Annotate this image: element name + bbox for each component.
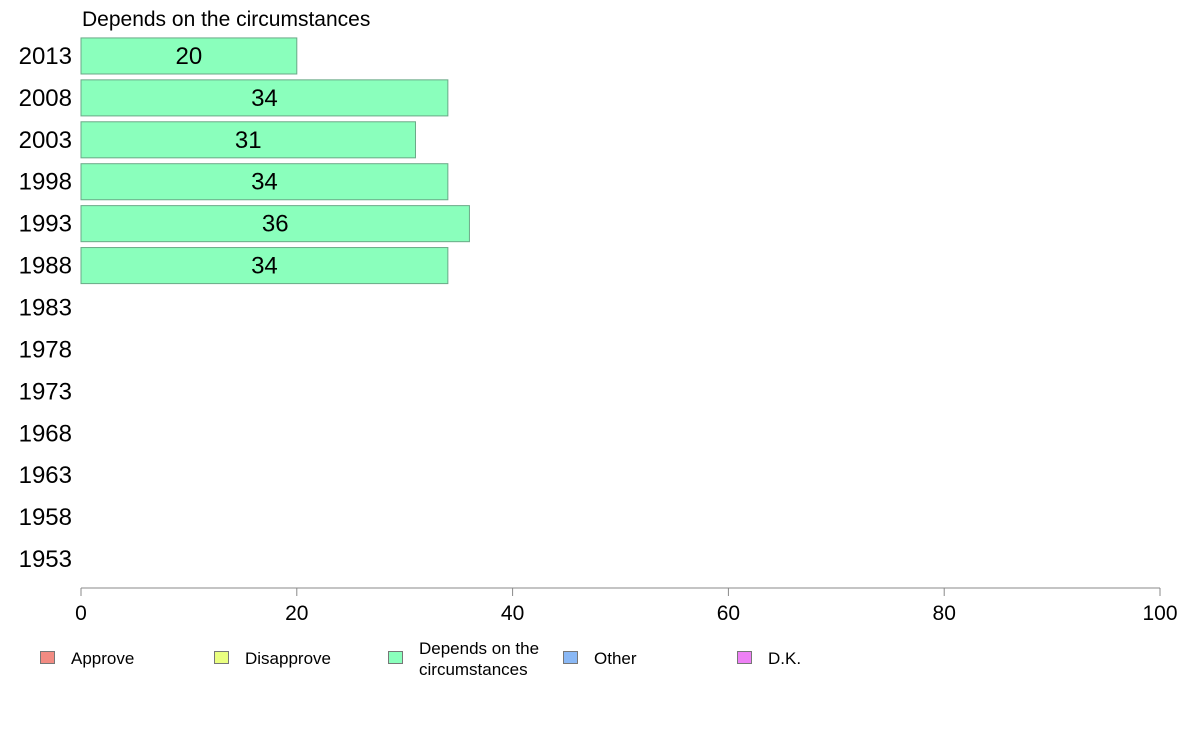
legend-label-dk: D.K. [768, 649, 802, 668]
bar-value-label-2008: 34 [251, 85, 278, 112]
legend-swatch-dk [737, 651, 752, 664]
bar-value-label-1993: 36 [262, 211, 289, 238]
legend-item-depends: Depends on the circumstances [388, 638, 559, 680]
bar-1988 [80, 247, 449, 285]
legend-item-other: Other [563, 638, 637, 669]
bar-1993 [80, 205, 470, 243]
y-tick-label-2013: 2013 [19, 43, 72, 70]
x-axis: 0 20 40 60 80 100 [75, 587, 1178, 625]
bar-2003 [80, 121, 416, 159]
bar-1998 [80, 163, 449, 201]
x-tick-label-20: 20 [285, 602, 308, 625]
y-tick-label-1983: 1983 [19, 295, 72, 322]
legend-swatch-approve [40, 651, 55, 664]
bar-2008 [80, 79, 449, 117]
y-tick-label-2003: 2003 [19, 127, 72, 154]
legend-swatch-depends [388, 651, 403, 664]
x-tick-label-60: 60 [717, 602, 740, 625]
bar-value-label-1998: 34 [251, 169, 278, 196]
legend-label-disapprove: Disapprove [245, 649, 331, 668]
legend-swatch-disapprove [214, 651, 229, 664]
y-tick-label-1973: 1973 [19, 378, 72, 405]
y-tick-label-1963: 1963 [19, 462, 72, 489]
x-tick-label-100: 100 [1142, 602, 1177, 625]
legend-swatch-other [563, 651, 578, 664]
y-tick-label-1993: 1993 [19, 211, 72, 238]
x-tick-label-80: 80 [933, 602, 956, 625]
legend-item-disapprove: Disapprove [214, 638, 331, 669]
x-tick-label-40: 40 [501, 602, 524, 625]
y-tick-label-1953: 1953 [19, 546, 72, 573]
legend-label-other: Other [594, 649, 637, 668]
y-axis-labels: 2013 2008 2003 1998 1993 1988 1983 1978 1973 1968… [19, 43, 72, 573]
y-tick-label-2008: 2008 [19, 85, 72, 112]
y-tick-label-1958: 1958 [19, 504, 72, 531]
bar-value-label-1988: 34 [251, 253, 278, 280]
legend-label-approve: Approve [71, 649, 135, 668]
y-tick-label-1968: 1968 [19, 420, 72, 447]
legend-item-approve: Approve [40, 638, 134, 669]
bar-value-label-2003: 31 [235, 127, 262, 154]
bar-value-label-2013: 20 [176, 43, 203, 70]
legend-item-dk: D.K. [737, 638, 801, 669]
chart-title: Depends on the circumstances [82, 8, 370, 31]
legend: Approve Disapprove Depends on the circum… [0, 638, 1188, 698]
y-tick-label-1988: 1988 [19, 253, 72, 280]
legend-label-depends: Depends on the circumstances [419, 639, 540, 679]
y-tick-label-1998: 1998 [19, 169, 72, 196]
bar-2013 [80, 37, 298, 75]
bars-group: 20 34 31 34 36 34 [80, 37, 470, 285]
x-tick-label-0: 0 [75, 602, 87, 625]
y-tick-label-1978: 1978 [19, 336, 72, 363]
